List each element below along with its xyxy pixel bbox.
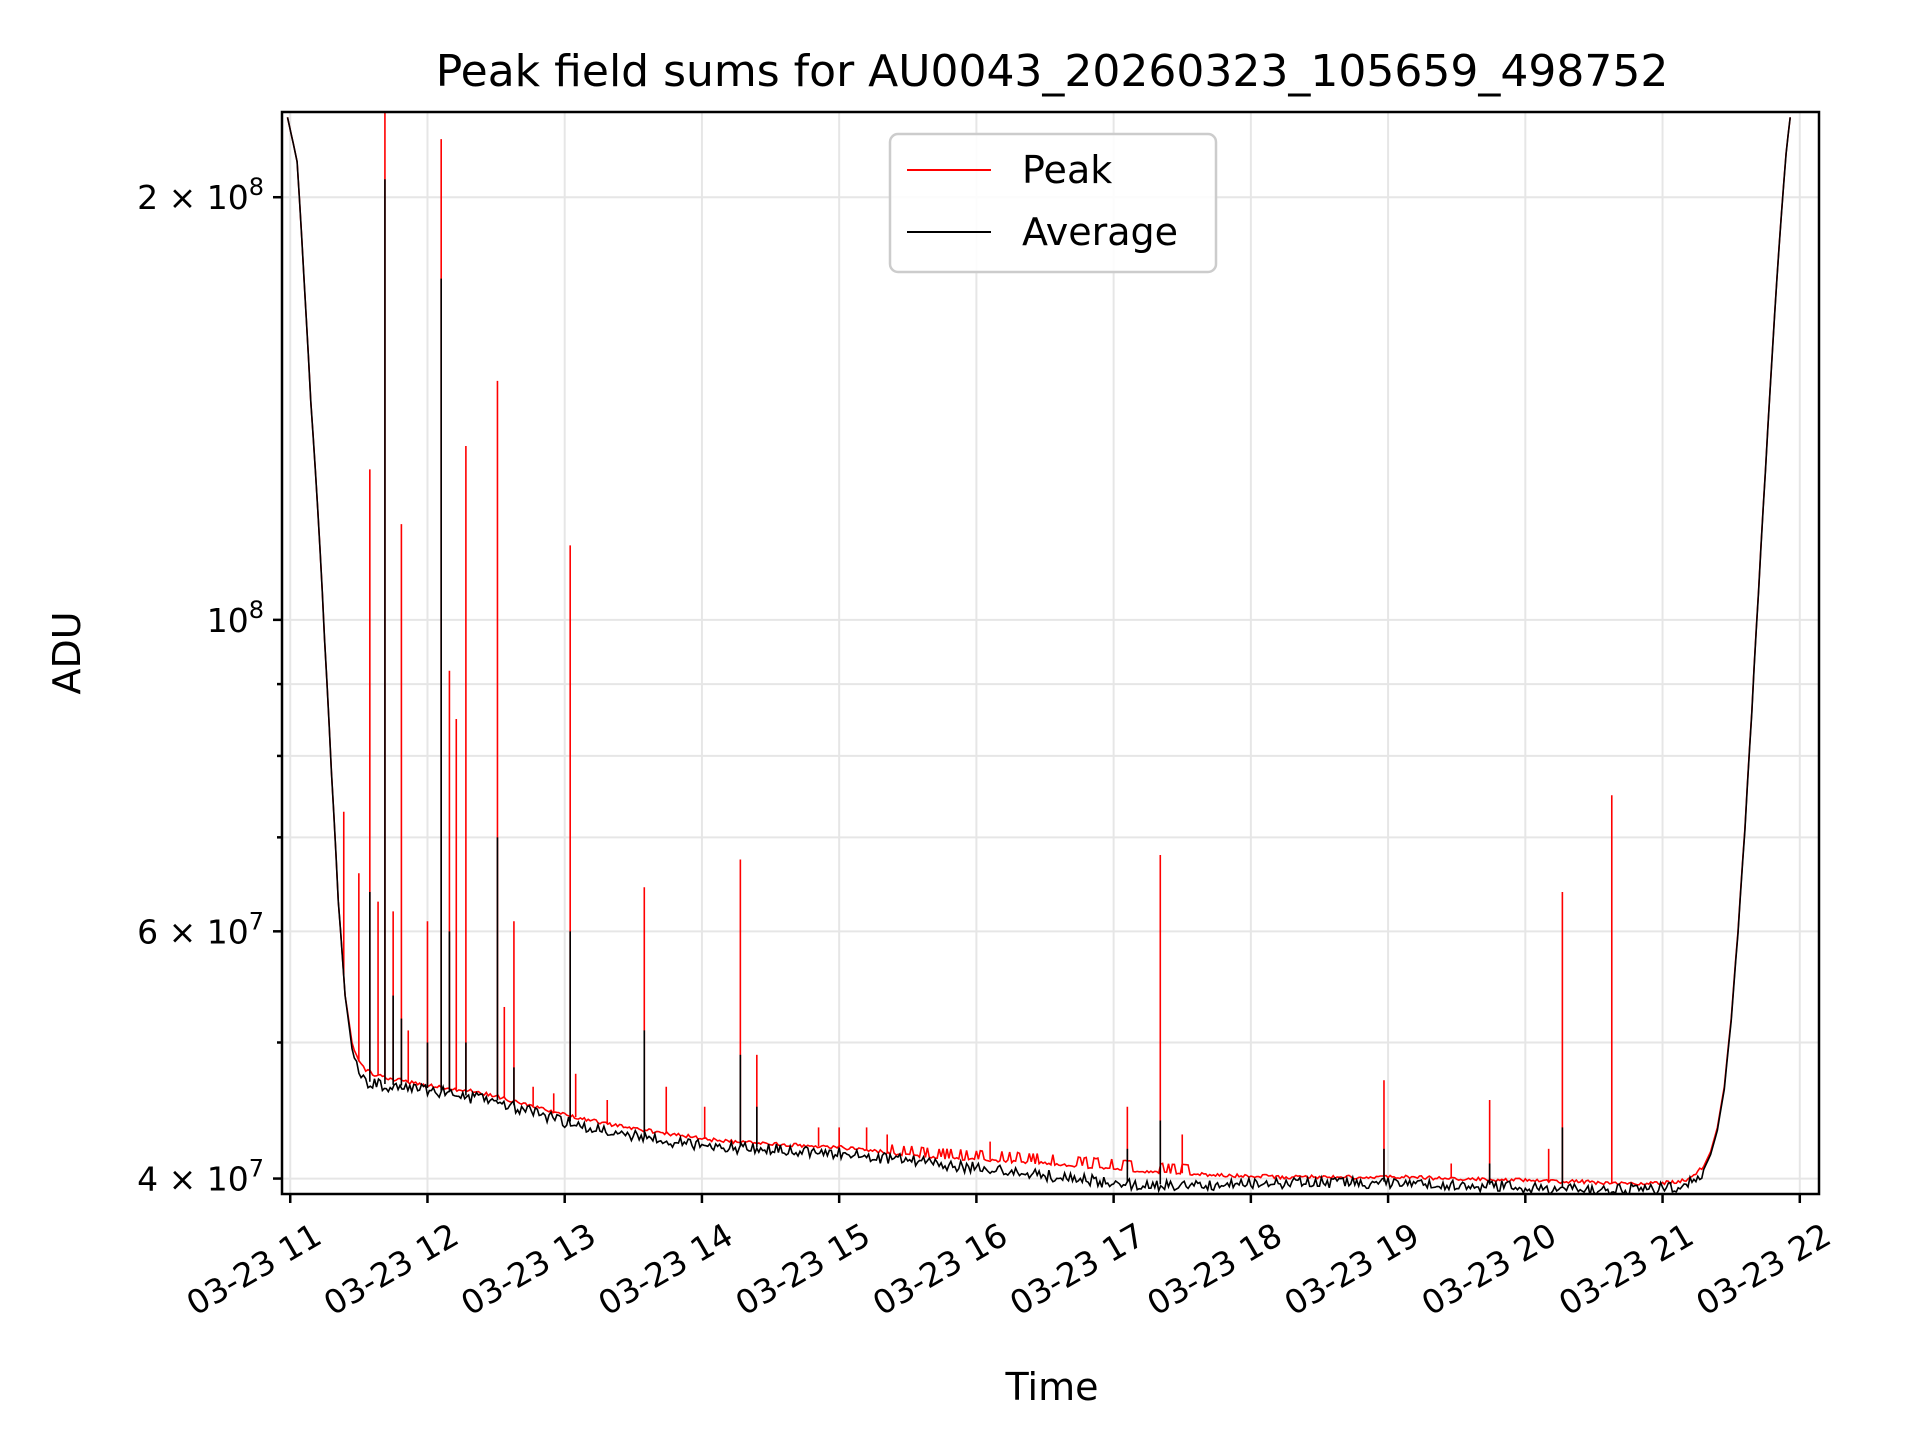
y-tick-label: 2 × 108 xyxy=(137,173,264,217)
legend: Peak Average xyxy=(888,132,1218,274)
legend-peak-label: Peak xyxy=(1022,148,1112,192)
plot-frame xyxy=(280,110,1821,1196)
y-axis: 4 × 107 6 × 107 108 2 × 108 xyxy=(137,173,282,1199)
y-tick-label: 108 xyxy=(207,596,264,640)
grid xyxy=(282,112,1819,1194)
series-average xyxy=(286,117,1791,1194)
y-tick-label: 4 × 107 xyxy=(137,1155,264,1199)
chart-title: Peak field sums for AU0043_20260323_1056… xyxy=(436,46,1669,97)
series-layer xyxy=(286,112,1791,1194)
y-axis-label: ADU xyxy=(45,611,89,694)
series-line-peak xyxy=(286,117,1791,1186)
legend-box xyxy=(888,132,1218,274)
legend-average-label: Average xyxy=(1022,210,1178,254)
y-tick-label: 6 × 107 xyxy=(137,907,264,951)
series-line-average xyxy=(286,117,1791,1194)
x-axis-label: Time xyxy=(1005,1365,1099,1409)
